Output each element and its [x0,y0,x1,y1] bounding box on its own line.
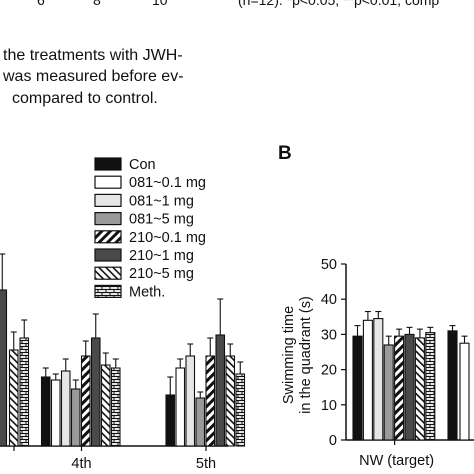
legend-label-210-5-mg: 210~5 mg [129,266,194,282]
panel-a-bar-5th-081-1-mg [185,355,196,447]
legend-swatch-meth [94,284,122,298]
panel-b-ytick-label-50: 50 [321,257,337,273]
panel-b-ylabel-line-2: in the quadrant (s) [298,296,314,414]
panel-a-bar-5th-con [165,394,176,447]
panel-a-bar-5th-081-5-mg [195,397,206,447]
panel-b-label: B [278,143,292,164]
panel-a-bar-5th-210-1-mg [215,334,226,447]
panel-b-xtick-label-nw: NW (target) [359,453,434,469]
panel-a-bar-4th-con [40,376,51,447]
panel-a-bar-4th-210-1-mg [90,337,101,447]
panel-b-bar-081-0-1-mg [362,319,373,441]
panel-b-bar-con [352,335,363,441]
panel-a-bar-4th-meth [110,367,121,447]
panel-a-xtick-label-4th: 4th [71,456,91,472]
panel-b-partial-bar-con [447,330,458,441]
panel-a-chart: 4th 5th [0,253,246,472]
panel-a-bar-5th-210-0-1-mg [205,355,216,447]
panel-a-partial-bar-meth [19,337,30,447]
panel-b-chart: 0 10 20 30 40 50 Swimming time in the quadrant … [281,257,474,469]
top-tick-6: 6 [37,0,45,8]
panel-b-ytick-label-10: 10 [321,398,337,414]
caption-line-3: compared to control. [12,90,158,107]
panel-b-ylabel-line-1: Swimming time [281,306,297,404]
panel-a-bar-5th-210-5-mg [225,355,236,447]
legend-label-con: Con [129,157,156,173]
panel-a-partial-bar-210-5-mg [8,349,19,447]
legend-swatch-081-0-1-mg [94,175,122,189]
panel-a-bar-5th-meth [235,373,246,447]
legend: Con 081~0.1 mg 081~1 mg 081~5 mg 210~0.1 mg 2… [94,157,206,300]
stats-note: (n=12). *p<0.05, **p<0.01, comp [238,0,440,8]
legend-label-081-0-1-mg: 081~0.1 mg [129,175,206,191]
legend-swatch-210-5-mg [94,266,122,280]
panel-b-ytick-label-0: 0 [329,433,337,449]
top-tick-8: 8 [93,0,101,8]
legend-label-081-5-mg: 081~5 mg [129,212,194,228]
panel-b-bar-210-5-mg [414,337,425,441]
panel-a-xtick-label-5th: 5th [196,456,216,472]
panel-a-partial-bar-210-1-mg [0,289,8,447]
legend-swatch-con [94,157,122,171]
legend-label-210-0-1-mg: 210~0.1 mg [129,230,206,246]
panel-b-bar-210-0-1-mg [394,335,405,441]
panel-b-ytick-label-30: 30 [321,327,337,343]
legend-label-meth: Meth. [129,284,165,300]
legend-swatch-210-0-1-mg [94,230,122,244]
panel-b-bar-meth [425,332,436,441]
top-tick-10: 10 [152,0,168,8]
caption-line-1: the treatments with JWH- [3,47,183,64]
legend-swatch-210-1-mg [94,248,122,262]
panel-a-bar-4th-081-5-mg [70,388,81,447]
caption-line-2: was measured before ev- [3,68,184,85]
panel-a-bar-4th-210-5-mg [100,364,111,447]
panel-b-bar-081-5-mg [383,344,394,441]
panel-a-bar-4th-081-1-mg [60,370,71,447]
panel-a-bar-4th-081-0-1-mg [50,379,61,447]
panel-a-bar-5th-081-0-1-mg [175,367,186,447]
panel-b-ytick-label-20: 20 [321,363,337,379]
panel-b-bar-210-1-mg [404,333,415,441]
legend-swatch-081-5-mg [94,212,122,226]
panel-b-ytick-label-40: 40 [321,292,337,308]
panel-b-partial-bar-081-0-1-mg [459,342,470,441]
panel-b-bar-081-1-mg [373,318,384,441]
legend-label-081-1-mg: 081~1 mg [129,193,194,209]
panel-a-bar-4th-210-0-1-mg [80,355,91,447]
legend-label-210-1-mg: 210~1 mg [129,248,194,264]
legend-swatch-081-1-mg [94,193,122,207]
